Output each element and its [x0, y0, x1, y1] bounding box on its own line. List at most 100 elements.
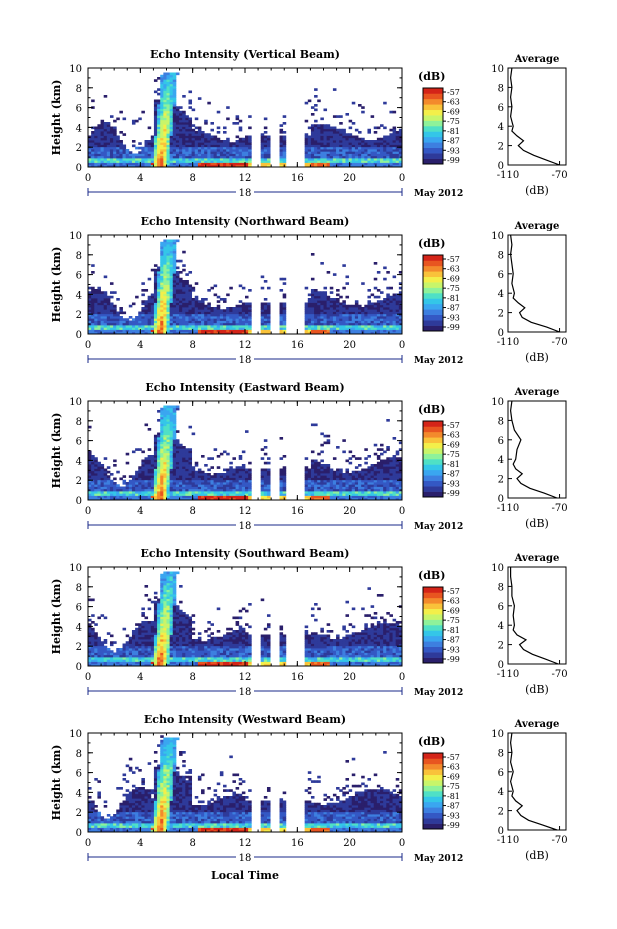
heatmap-cell — [279, 307, 284, 310]
heatmap-cell — [169, 140, 174, 143]
heatmap-cell — [157, 92, 161, 96]
heatmap-cell — [307, 486, 312, 490]
heatmap-cell — [238, 477, 243, 481]
heatmap-cell — [109, 142, 114, 145]
heatmap-cell — [314, 464, 318, 467]
heatmap-cell — [376, 311, 381, 315]
heatmap-cell — [248, 316, 252, 319]
colorbar-segment — [423, 93, 443, 100]
heatmap-cell — [201, 497, 205, 501]
heatmap-cell — [188, 151, 193, 154]
heatmap-cell — [113, 331, 117, 335]
heatmap-cell — [229, 322, 233, 326]
heatmap-cell — [323, 482, 328, 485]
heatmap-cell — [175, 320, 180, 324]
heatmap-cell — [248, 151, 252, 154]
heatmap-cell — [144, 468, 149, 472]
heatmap-cell — [144, 311, 149, 315]
heatmap-cell — [88, 318, 92, 321]
heatmap-cell — [103, 493, 108, 496]
heatmap-cell — [169, 295, 174, 299]
heatmap-cell — [147, 160, 152, 163]
heatmap-cell — [307, 331, 312, 335]
heatmap-cell — [263, 311, 268, 315]
heatmap-cell — [216, 300, 221, 303]
avg-y-tick-label: 0 — [498, 161, 504, 172]
heatmap-cell — [219, 325, 224, 328]
heatmap-cell — [223, 475, 227, 478]
heatmap-cell — [235, 482, 240, 485]
heatmap-cell — [106, 320, 111, 324]
heatmap-cell — [169, 428, 174, 431]
heatmap-cell — [361, 320, 365, 324]
heatmap-cell — [210, 482, 214, 485]
heatmap-cell — [235, 140, 240, 143]
heatmap-cell — [172, 486, 177, 490]
heatmap-cell — [100, 155, 105, 159]
heatmap-cell — [320, 309, 324, 312]
heatmap-cell — [141, 450, 145, 454]
heatmap-cell — [204, 153, 208, 157]
heatmap-cell — [163, 475, 167, 478]
colorbar-tick-label: -87 — [447, 137, 460, 146]
heatmap-cell — [106, 486, 111, 490]
heatmap-cell — [185, 482, 189, 485]
heatmap-cell — [131, 158, 136, 161]
heatmap-cell — [367, 331, 371, 335]
heatmap-cell — [166, 327, 171, 330]
heatmap-cell — [88, 309, 92, 312]
heatmap-cell — [103, 479, 108, 483]
heatmap-cell — [376, 329, 381, 333]
heatmap-cell — [188, 302, 193, 306]
heatmap-cell — [163, 461, 167, 465]
heatmap-cell — [169, 149, 174, 152]
heatmap-cell — [263, 439, 268, 442]
heatmap-cell — [339, 153, 343, 157]
heatmap-cell — [279, 479, 284, 483]
heatmap-cell — [191, 493, 196, 496]
heatmap-cell — [376, 475, 381, 478]
heatmap-cell — [238, 331, 243, 335]
heatmap-cell — [169, 142, 174, 145]
heatmap-cell — [248, 482, 252, 485]
heatmap-cell — [160, 248, 164, 252]
heatmap-cell — [172, 455, 177, 458]
heatmap-cell — [358, 318, 362, 321]
heatmap-cell — [169, 124, 174, 127]
heatmap-cell — [207, 149, 211, 152]
heatmap-cell — [160, 257, 164, 261]
heatmap-cell — [144, 322, 149, 326]
heatmap-cell — [392, 158, 397, 161]
heatmap-cell — [370, 329, 375, 333]
heatmap-cell — [128, 160, 133, 163]
heatmap-cell — [358, 149, 362, 152]
heatmap-cell — [163, 140, 167, 143]
heatmap-cell — [213, 158, 218, 161]
heatmap-cell — [207, 457, 211, 460]
heatmap-cell — [241, 160, 246, 163]
heatmap-cell — [361, 137, 365, 141]
heatmap-cell — [383, 164, 387, 168]
heatmap-cell — [348, 151, 353, 154]
heatmap-cell — [160, 83, 164, 87]
heatmap-cell — [182, 448, 186, 451]
heatmap-cell — [185, 495, 189, 499]
heatmap-cell — [282, 162, 287, 166]
heatmap-cell — [238, 151, 243, 154]
heatmap-cell — [351, 135, 356, 139]
heatmap-cell — [358, 164, 362, 168]
heatmap-cell — [358, 320, 362, 324]
heatmap-cell — [179, 457, 183, 460]
heatmap-cell — [88, 486, 92, 490]
heatmap-cell — [260, 448, 265, 451]
heatmap-cell — [182, 119, 186, 123]
heatmap-cell — [179, 122, 183, 125]
heatmap-cell — [119, 493, 123, 496]
heatmap-cell — [345, 164, 350, 168]
heatmap-cell — [219, 151, 224, 154]
heatmap-cell — [88, 482, 92, 485]
heatmap-cell — [125, 160, 130, 163]
heatmap-cell — [179, 291, 183, 294]
heatmap-cell — [398, 300, 403, 303]
